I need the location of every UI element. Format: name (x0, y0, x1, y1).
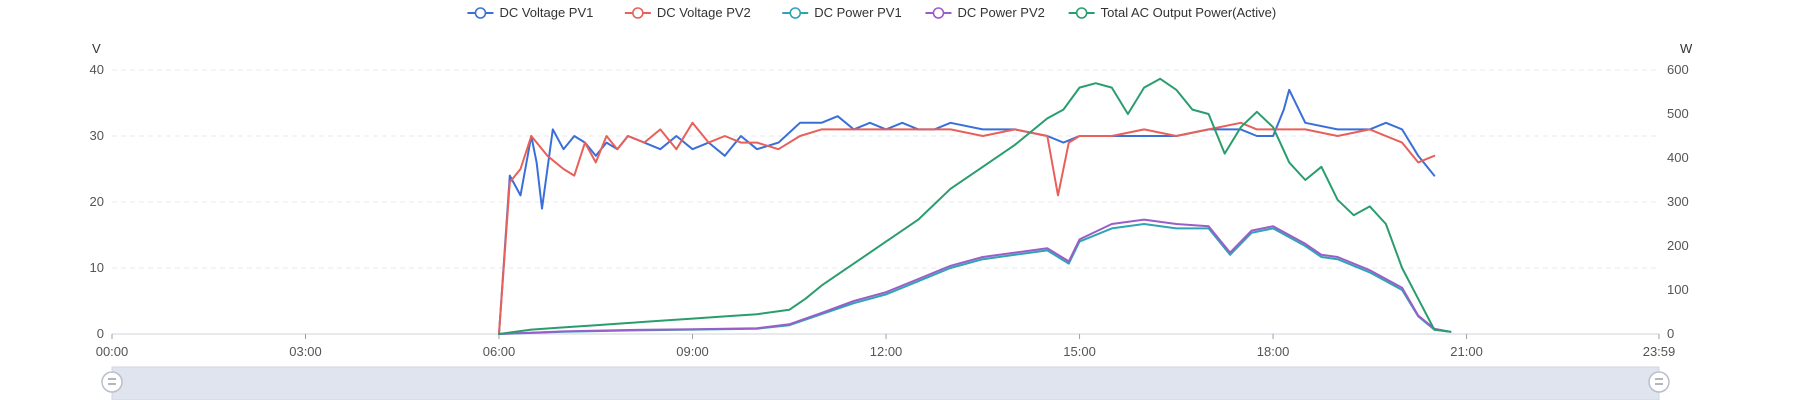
x-tick-label: 06:00 (483, 344, 516, 359)
x-tick-label: 21:00 (1450, 344, 1483, 359)
left-y-tick-label: 20 (90, 194, 104, 209)
series-line-2[interactable] (498, 121, 1436, 335)
legend-item-5[interactable]: Total AC Output Power(Active) (1068, 5, 1277, 20)
right-y-tick-label: 100 (1667, 282, 1689, 297)
series-line-5[interactable] (498, 77, 1452, 335)
x-tick-label: 18:00 (1257, 344, 1290, 359)
legend-label: DC Voltage PV1 (499, 5, 593, 20)
legend-label: DC Power PV1 (814, 5, 901, 20)
legend-item-2[interactable]: DC Voltage PV2 (624, 5, 751, 20)
legend-item-1[interactable]: DC Voltage PV1 (467, 5, 593, 20)
x-tick-label: 15:00 (1063, 344, 1096, 359)
data-zoom-slider[interactable] (101, 366, 1670, 400)
legend-marker-icon (789, 7, 802, 19)
left-y-tick-label: 0 (97, 326, 104, 341)
legend-label: DC Voltage PV2 (657, 5, 751, 20)
series-line-3[interactable] (498, 223, 1452, 335)
x-tick-label: 12:00 (870, 344, 903, 359)
left-y-tick-label: 30 (90, 128, 104, 143)
legend-label: DC Power PV2 (957, 5, 1044, 20)
series-layer (498, 77, 1452, 335)
x-tick-label: 09:00 (676, 344, 709, 359)
data-zoom-track[interactable] (111, 366, 1660, 400)
series-line-1[interactable] (498, 88, 1436, 335)
legend-marker-icon (632, 7, 644, 19)
series-line-4[interactable] (498, 218, 1452, 335)
x-tick-label: 23:59 (1643, 344, 1676, 359)
right-axis-unit: W (1680, 41, 1693, 56)
x-tick-label: 00:00 (96, 344, 129, 359)
legend-marker-icon (1075, 7, 1088, 19)
legend-marker-icon (474, 7, 487, 19)
left-axis-unit: V (92, 41, 101, 56)
legend-item-4[interactable]: DC Power PV2 (925, 5, 1045, 20)
right-y-tick-label: 400 (1667, 150, 1689, 165)
legend-marker-icon (932, 7, 945, 19)
right-y-tick-label: 0 (1667, 326, 1674, 341)
data-zoom-handle-right[interactable] (1648, 371, 1670, 393)
right-y-tick-label: 500 (1667, 106, 1689, 121)
left-y-tick-label: 40 (90, 62, 104, 77)
data-zoom-handle-left[interactable] (101, 371, 123, 393)
legend-label: Total AC Output Power(Active) (1101, 5, 1277, 20)
right-y-tick-label: 600 (1667, 62, 1689, 77)
left-y-tick-label: 10 (90, 260, 104, 275)
legend[interactable]: DC Voltage PV1 DC Voltage PV2 DC Power PV1… (467, 5, 1276, 20)
right-y-tick-label: 300 (1667, 194, 1689, 209)
x-tick-label: 03:00 (289, 344, 322, 359)
right-y-tick-label: 200 (1667, 238, 1689, 253)
legend-item-3[interactable]: DC Power PV1 (782, 5, 902, 20)
